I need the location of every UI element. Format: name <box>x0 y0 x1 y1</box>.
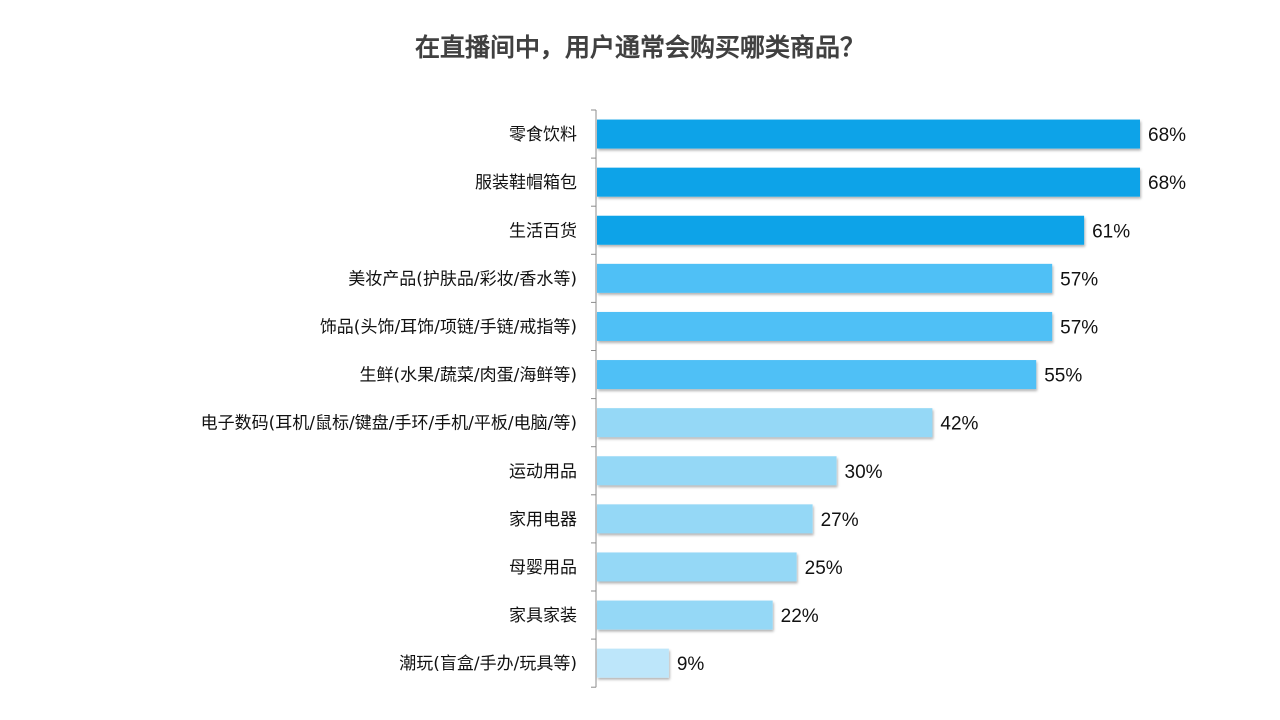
bar <box>597 600 773 630</box>
bar <box>597 648 669 678</box>
bar <box>597 215 1085 245</box>
data-label: 9% <box>677 654 705 675</box>
bar <box>597 263 1053 293</box>
category-label: 潮玩(盲盒/手办/玩具等) <box>399 654 577 674</box>
data-label: 61% <box>1092 221 1130 242</box>
bar <box>597 504 813 534</box>
chart-title: 在直播间中，用户通常会购买哪类商品？ <box>414 33 865 62</box>
bar <box>597 119 1140 149</box>
data-label: 55% <box>1044 366 1082 387</box>
category-label: 零食饮料 <box>509 125 577 145</box>
bar <box>597 311 1053 341</box>
category-label: 家用电器 <box>509 510 577 530</box>
bar <box>597 360 1037 390</box>
category-label: 饰品(头饰/耳饰/项链/手链/戒指等) <box>320 317 577 337</box>
bar <box>597 456 837 486</box>
category-label: 生鲜(水果/蔬菜/肉蛋/海鲜等) <box>360 366 577 386</box>
bar <box>597 167 1140 197</box>
data-label: 57% <box>1060 269 1098 290</box>
category-label: 美妆产品(护肤品/彩妆/香水等) <box>348 269 577 289</box>
category-label: 服装鞋帽箱包 <box>475 173 577 193</box>
data-label: 30% <box>845 462 883 483</box>
category-label: 母婴用品 <box>509 558 577 578</box>
category-label: 电子数码(耳机/鼠标/键盘/手环/手机/平板/电脑/等) <box>201 414 577 434</box>
data-label: 68% <box>1148 173 1186 194</box>
category-label: 生活百货 <box>509 221 577 241</box>
data-label: 57% <box>1060 317 1098 338</box>
bar <box>597 408 933 438</box>
category-label: 家具家装 <box>509 606 577 626</box>
data-label: 25% <box>805 558 843 579</box>
data-label: 22% <box>781 606 819 627</box>
category-label: 运动用品 <box>509 462 577 482</box>
data-label: 68% <box>1148 125 1186 146</box>
bar <box>597 552 797 582</box>
data-label: 42% <box>940 414 978 435</box>
data-label: 27% <box>821 510 859 531</box>
